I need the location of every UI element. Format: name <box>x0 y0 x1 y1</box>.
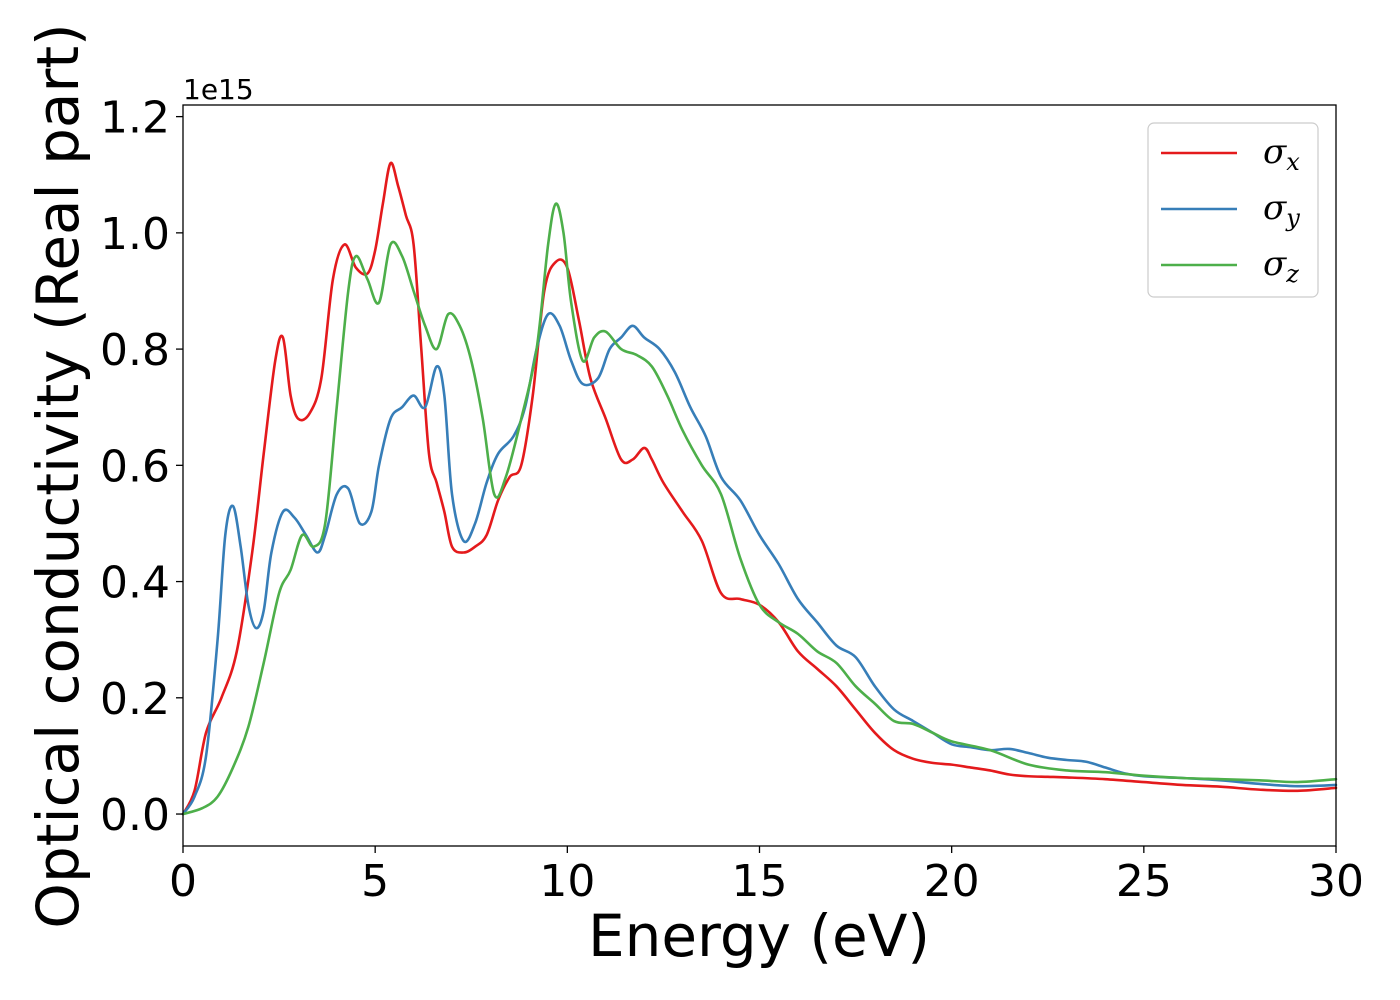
y-tick-label: 1.2 <box>100 93 170 144</box>
x-tick-label: 0 <box>169 856 197 907</box>
y-axis-ticks: 0.0 0.2 0.4 0.6 0.8 1.0 1.2 <box>100 93 183 841</box>
y-offset-label: 1e15 <box>183 73 254 106</box>
legend-label-z: σz <box>1263 244 1299 288</box>
series-line-x <box>181 161 1338 816</box>
x-tick-label: 20 <box>924 856 980 907</box>
series-layer <box>181 161 1338 816</box>
x-axis-title: Energy (eV) <box>588 902 930 970</box>
x-tick-label: 25 <box>1116 856 1172 907</box>
x-tick-label: 30 <box>1308 856 1364 907</box>
y-axis-title: Optical conductivity (Real part) <box>24 23 92 928</box>
plot-background <box>183 105 1336 846</box>
x-tick-label: 10 <box>539 856 595 907</box>
legend: σx σy σz <box>1147 122 1319 298</box>
legend-items: σx σy σz <box>1161 132 1300 288</box>
legend-label-y: σy <box>1263 188 1300 232</box>
y-tick-label: 1.0 <box>100 209 170 260</box>
y-tick-label: 0.8 <box>100 325 170 376</box>
x-tick-label: 15 <box>732 856 788 907</box>
y-tick-label: 0.2 <box>100 674 170 725</box>
series-line-z <box>181 202 1338 816</box>
x-tick-label: 5 <box>361 856 389 907</box>
y-tick-label: 0.6 <box>100 441 170 492</box>
series-line-y <box>181 311 1338 816</box>
y-tick-label: 0.4 <box>100 558 170 609</box>
legend-label-x: σx <box>1263 132 1300 176</box>
y-tick-label: 0.0 <box>100 790 170 841</box>
x-axis-ticks: 0 5 10 15 20 25 30 <box>169 846 1364 907</box>
